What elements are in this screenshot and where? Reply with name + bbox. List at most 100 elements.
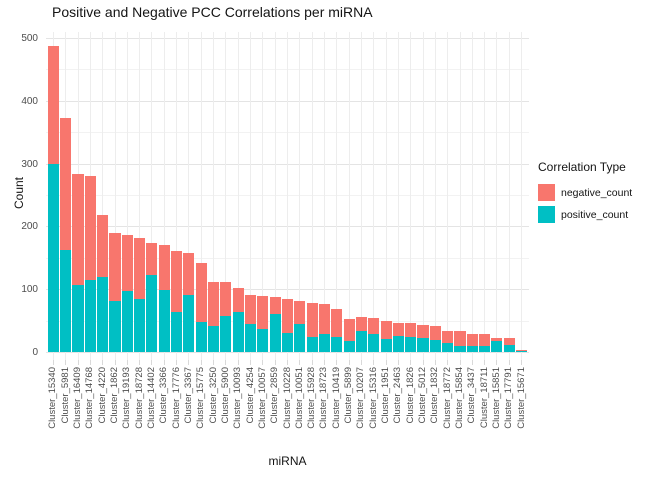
gridline-vertical	[422, 32, 424, 360]
x-tick	[102, 360, 104, 365]
x-tick-label: Cluster_15775	[195, 367, 207, 429]
x-tick	[422, 360, 424, 365]
gridline-vertical	[496, 32, 498, 360]
bar-segment-positive	[392, 336, 404, 352]
x-tick	[410, 360, 412, 365]
legend-label-positive: positive_count	[561, 208, 629, 221]
bar-segment-negative	[466, 334, 478, 347]
x-tick-label: Cluster_15340	[47, 367, 59, 429]
bar-segment-negative	[134, 238, 146, 299]
bar-segment-positive	[479, 346, 491, 352]
gridline-vertical	[139, 32, 141, 360]
bar-segment-negative	[281, 298, 294, 333]
bar-segment-negative	[183, 253, 195, 295]
bar-segment-positive	[281, 332, 294, 352]
bar-segment-positive	[84, 279, 96, 352]
gridline-vertical	[348, 32, 350, 360]
x-tick	[447, 360, 449, 365]
x-tick-label: Cluster_10093	[232, 367, 244, 429]
x-tick-label: Cluster_14768	[84, 367, 96, 429]
gridline-vertical	[163, 32, 165, 360]
x-tick	[471, 360, 473, 365]
x-tick-label: Cluster_14402	[145, 367, 157, 429]
gridline-vertical	[410, 32, 412, 360]
bar-segment-positive	[60, 250, 72, 352]
x-tick	[262, 360, 264, 365]
bar-segment-positive	[195, 322, 207, 352]
x-tick	[163, 360, 165, 365]
legend: Correlation Type negative_count positive…	[538, 160, 670, 228]
x-tick-label: Cluster_15671	[515, 367, 527, 429]
x-tick	[139, 360, 141, 365]
bar-segment-positive	[294, 324, 306, 352]
gridline-vertical	[434, 32, 436, 360]
x-tick	[484, 360, 486, 365]
x-tick-label: Cluster_18711	[478, 367, 490, 429]
bar-segment-negative	[294, 300, 306, 325]
x-tick	[274, 360, 276, 365]
gridline-vertical	[200, 32, 202, 360]
gridline-vertical	[323, 32, 325, 360]
bar-segment-positive	[146, 274, 158, 352]
x-tick-label: Cluster_1862	[109, 367, 120, 424]
bar-segment-negative	[121, 234, 133, 292]
x-tick-label: Cluster_17791	[503, 367, 515, 429]
x-tick	[311, 360, 313, 365]
x-tick	[348, 360, 350, 365]
bar-segment-positive	[417, 337, 429, 352]
x-tick	[521, 360, 523, 365]
gridline-vertical	[151, 32, 153, 360]
bar-segment-positive	[109, 300, 121, 352]
x-tick-label: Cluster_3437	[466, 367, 478, 424]
bar-segment-positive	[380, 338, 392, 352]
gridline-vertical	[336, 32, 338, 360]
bar-segment-negative	[516, 349, 528, 352]
bar-segment-positive	[442, 342, 454, 352]
gridline-vertical	[397, 32, 399, 360]
bar-segment-negative	[454, 331, 466, 347]
x-tick-label: Cluster_10207	[355, 367, 367, 429]
x-tick	[77, 360, 79, 365]
x-tick-label: Cluster_1832	[429, 367, 441, 424]
gridline-vertical	[274, 32, 276, 360]
bar-segment-positive	[491, 341, 503, 352]
y-tick-label: 100	[21, 284, 38, 296]
bar-segment-negative	[171, 250, 183, 313]
x-tick	[323, 360, 325, 365]
gridline-vertical	[237, 32, 239, 360]
positive-count-swatch-icon	[538, 206, 555, 223]
x-tick	[225, 360, 227, 365]
x-tick-label: Cluster_5899	[343, 367, 355, 424]
y-axis: 0 100 200 300 400 500	[0, 32, 42, 360]
gridline-vertical	[188, 32, 190, 360]
bar-segment-negative	[158, 245, 170, 291]
y-tick-label: 0	[32, 347, 38, 358]
bar-segment-negative	[257, 296, 269, 329]
y-tick-label: 300	[21, 158, 38, 170]
x-tick-label: Cluster_4220	[96, 367, 108, 424]
bar-segment-positive	[244, 323, 257, 352]
x-tick	[373, 360, 375, 365]
bar-segment-negative	[442, 331, 454, 343]
bar-segment-negative	[232, 287, 244, 312]
bar-segment-negative	[195, 262, 207, 323]
bar-segment-negative	[318, 304, 330, 335]
gridline-vertical	[102, 32, 104, 360]
gridline-vertical	[311, 32, 313, 360]
bar-segment-negative	[244, 294, 257, 324]
gridline-vertical	[385, 32, 387, 360]
x-tick	[287, 360, 288, 365]
x-tick	[508, 360, 510, 365]
x-tick	[496, 360, 498, 365]
legend-item-negative: negative_count	[538, 184, 670, 201]
bar-segment-positive	[331, 336, 343, 352]
gridline-vertical	[471, 32, 473, 360]
bar-segment-negative	[269, 297, 281, 315]
bar-segment-negative	[392, 323, 404, 337]
x-tick	[176, 360, 178, 365]
x-tick-label: Cluster_18772	[441, 367, 453, 429]
gridline-vertical	[126, 32, 128, 360]
x-tick-label: Cluster_4254	[244, 367, 256, 424]
bar-segment-positive	[134, 298, 146, 352]
